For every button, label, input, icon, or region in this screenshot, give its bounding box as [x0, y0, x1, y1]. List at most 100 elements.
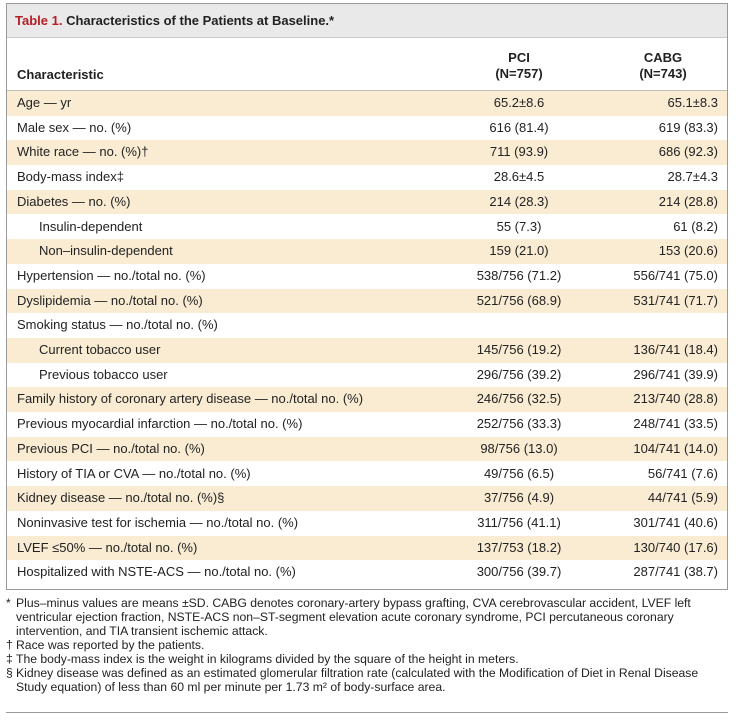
row-pci-value: 538/756 (71.2): [476, 267, 562, 283]
footnote: § Kidney disease was defined as an estima…: [6, 666, 728, 694]
row-label: Previous tobacco user: [39, 366, 168, 382]
row-label: Male sex — no. (%): [17, 119, 132, 135]
row-pci-value: 37/756 (4.9): [483, 490, 555, 506]
row-pci-value: 55 (7.3): [496, 218, 542, 234]
row-pci-value: 711 (93.9): [489, 144, 549, 160]
row-label: Current tobacco user: [39, 342, 161, 357]
row-pci-value: 246/756 (32.5): [476, 391, 562, 407]
row-cabg-value: 531/741 (71.7): [633, 292, 718, 308]
header-cabg-name: CABG: [643, 50, 683, 65]
table-row: Previous myocardial infarction — no./tot…: [7, 412, 727, 437]
table-header: Characteristic PCI (N=757) CABG (N=743): [7, 39, 727, 91]
footnote: * Plus–minus values are means ±SD. CABG d…: [6, 596, 728, 638]
table-row: Previous tobacco user 296/756 (39.2) 296/7…: [7, 363, 727, 388]
row-label: White race — no. (%)†: [17, 144, 149, 160]
row-cabg-value: 65.1±8.3: [667, 95, 718, 110]
table-title-text: Characteristics of the Patients at Basel…: [62, 13, 335, 28]
table-frame: Table 1. Characteristics of the Patients…: [6, 3, 728, 590]
row-label: Previous PCI — no./total no. (%): [17, 440, 205, 456]
row-pci-value: 296/756 (39.2): [476, 366, 562, 382]
table-title: Table 1. Characteristics of the Patients…: [7, 4, 727, 38]
table-row: Previous PCI — no./total no. (%) 98/756 (…: [7, 436, 727, 462]
row-cabg-value: 556/741 (75.0): [633, 267, 718, 283]
footnote-text: The body-mass index is the weight in kil…: [16, 652, 519, 666]
footnote-text: Plus–minus values are means ±SD. CABG de…: [16, 596, 691, 638]
table-row: Current tobacco user 145/756 (19.2) 136/74…: [7, 338, 727, 363]
row-pci-value: 98/756 (13.0): [480, 440, 558, 456]
row-pci-value: 65.2±8.6: [493, 95, 545, 110]
row-cabg-value: 248/741 (33.5): [633, 416, 718, 432]
header-pci: PCI (N=757): [469, 50, 569, 82]
table-row: Insulin-dependent 55 (7.3) 61 (8.2): [7, 215, 727, 240]
table-row: Hypertension — no./total no. (%) 538/756 …: [7, 264, 727, 289]
row-label: Body-mass index‡: [17, 169, 124, 185]
row-cabg-value: 287/741 (38.7): [633, 564, 718, 580]
footnote-mark: †: [6, 638, 13, 652]
header-characteristic: Characteristic: [17, 67, 104, 82]
bottom-rule: [6, 712, 728, 713]
header-pci-name: PCI: [508, 50, 530, 65]
table-row: White race — no. (%)† 711 (93.9) 686 (92.3…: [7, 140, 727, 166]
header-cabg: CABG (N=743): [613, 50, 713, 82]
row-label: Hypertension — no./total no. (%): [17, 267, 206, 283]
table-row: Smoking status — no./total no. (%): [7, 313, 727, 338]
row-cabg-value: 619 (83.3): [658, 119, 718, 135]
row-cabg-value: 104/741 (14.0): [633, 440, 718, 456]
row-cabg-value: 153 (20.6): [658, 243, 718, 259]
row-pci-value: 145/756 (19.2): [476, 342, 562, 357]
row-pci-value: 616 (81.4): [489, 119, 549, 135]
row-label: Diabetes — no. (%): [17, 193, 131, 209]
header-pci-n: (N=757): [495, 66, 543, 81]
row-pci-value: 28.6±4.5: [493, 169, 545, 185]
row-pci-value: 214 (28.3): [489, 193, 549, 209]
footnote-text: Kidney disease was defined as an estimat…: [16, 666, 699, 694]
row-pci-value: 159 (21.0): [489, 243, 549, 259]
row-cabg-value: 301/741 (40.6): [633, 514, 718, 530]
table-number: Table 1.: [15, 13, 63, 28]
table-row: Non–insulin-dependent 159 (21.0) 153 (20.6…: [7, 239, 727, 264]
row-label: LVEF ≤50% — no./total no. (%): [17, 539, 198, 555]
row-label: Non–insulin-dependent: [39, 243, 173, 259]
table-row: Age — yr 65.2±8.6 65.1±8.3: [7, 91, 727, 116]
table-row: Noninvasive test for ischemia — no./tota…: [7, 511, 727, 536]
row-label: Kidney disease — no./total no. (%)§: [17, 490, 225, 506]
table-row: LVEF ≤50% — no./total no. (%) 137/753 (18…: [7, 535, 727, 561]
table-row: Body-mass index‡ 28.6±4.5 28.7±4.3: [7, 165, 727, 190]
footnote-text: Race was reported by the patients.: [16, 638, 205, 652]
row-label: Family history of coronary artery diseas…: [17, 391, 364, 407]
header-cabg-n: (N=743): [639, 66, 687, 81]
row-label: Hospitalized with NSTE-ACS — no./total n…: [17, 564, 296, 580]
table-row: Male sex — no. (%) 616 (81.4) 619 (83.3): [7, 116, 727, 141]
row-pci-value: 521/756 (68.9): [476, 292, 562, 308]
row-label: Dyslipidemia — no./total no. (%): [17, 292, 203, 308]
table-row: Kidney disease — no./total no. (%)§ 37/75…: [7, 486, 727, 511]
table-row: History of TIA or CVA — no./total no. (%…: [7, 462, 727, 487]
row-label: Noninvasive test for ischemia — no./tota…: [17, 514, 299, 530]
row-pci-value: 137/753 (18.2): [476, 539, 562, 555]
row-label: Insulin-dependent: [39, 218, 143, 234]
footnote-mark: ‡: [6, 652, 13, 666]
footnote-mark: §: [6, 666, 13, 680]
row-label: Previous myocardial infarction — no./tot…: [17, 416, 303, 432]
row-label: Smoking status — no./total no. (%): [17, 317, 218, 333]
table-row: Hospitalized with NSTE-ACS — no./total n…: [7, 560, 727, 585]
row-cabg-value: 296/741 (39.9): [633, 366, 718, 382]
footnote: † Race was reported by the patients.: [6, 638, 728, 652]
row-cabg-value: 213/740 (28.8): [633, 391, 718, 407]
row-cabg-value: 61 (8.2): [673, 218, 718, 234]
row-cabg-value: 130/740 (17.6): [633, 539, 718, 555]
row-pci-value: 311/756 (41.1): [477, 514, 561, 530]
row-cabg-value: 56/741 (7.6): [647, 465, 718, 481]
row-label: History of TIA or CVA — no./total no. (%…: [17, 465, 251, 481]
table-row: Family history of coronary artery diseas…: [7, 387, 727, 413]
row-pci-value: 252/756 (33.3): [476, 416, 562, 432]
table-row: Dyslipidemia — no./total no. (%) 521/756 …: [7, 288, 727, 314]
row-cabg-value: 44/741 (5.9): [647, 490, 718, 506]
row-label: Age — yr: [17, 95, 72, 110]
footnote: ‡ The body-mass index is the weight in ki…: [6, 652, 728, 666]
footnotes: * Plus–minus values are means ±SD. CABG d…: [6, 596, 728, 694]
footnote-mark: *: [6, 596, 11, 610]
row-cabg-value: 214 (28.8): [658, 193, 718, 209]
row-cabg-value: 136/741 (18.4): [633, 342, 718, 357]
row-pci-value: 300/756 (39.7): [476, 564, 562, 580]
